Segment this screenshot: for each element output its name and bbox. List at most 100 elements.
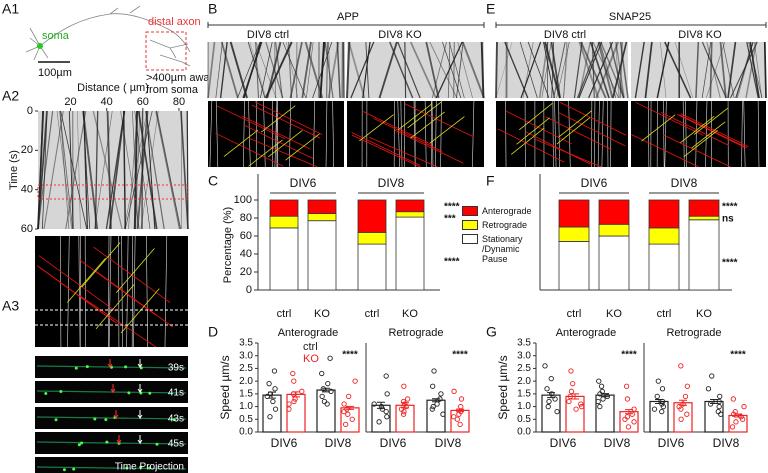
retrograde-track (691, 121, 726, 149)
kymograph-track (573, 41, 583, 99)
data-point (328, 388, 334, 394)
bar-segment (648, 227, 680, 245)
kymograph-track (133, 110, 139, 230)
kymograph-track (425, 41, 440, 99)
y-tick-label: 3.5 (239, 338, 253, 349)
kymograph-track (701, 41, 727, 99)
kymograph-track (68, 110, 74, 230)
kymograph-track (457, 41, 473, 99)
data-point (438, 391, 444, 397)
kymograph-track (59, 110, 74, 230)
stationary-track (243, 100, 245, 168)
significance: ns (722, 214, 734, 225)
stationary-track (597, 100, 600, 168)
stationary-track (741, 100, 743, 168)
data-point (568, 368, 574, 374)
stationary-track (472, 100, 475, 168)
anterograde-track (241, 115, 311, 150)
data-point (623, 383, 630, 389)
y-tick-label: 100 (234, 194, 252, 206)
significance: **** (444, 202, 460, 213)
kymograph-track (580, 41, 607, 99)
data-point (454, 416, 460, 422)
data-point (272, 386, 278, 392)
data-point (429, 406, 435, 412)
retrograde-track (683, 130, 718, 158)
data-point (730, 396, 736, 402)
significance: **** (342, 350, 358, 361)
x-tick-label: DIV6 (271, 436, 298, 450)
kymograph-track (442, 41, 462, 99)
error-bar (655, 398, 663, 405)
data-point (457, 421, 463, 428)
data-point (684, 383, 690, 389)
kymograph-track (145, 110, 165, 230)
data-point (400, 398, 407, 405)
vesicle (62, 468, 66, 472)
x-tick-label: DIV8 (325, 436, 352, 450)
legend-label: Stationary /Dynamic Pause (482, 234, 523, 264)
anterograde-track (38, 255, 116, 312)
group-label: DIV6 (290, 176, 317, 190)
data-point (383, 373, 389, 379)
data-point (371, 401, 377, 407)
stationary-track (601, 100, 604, 168)
kymograph-track (289, 41, 303, 99)
significance: **** (730, 350, 746, 361)
legend-item: Anterograde (462, 206, 562, 216)
data-point (383, 409, 389, 415)
roi-box (37, 184, 189, 200)
x-tick-label: 60 (137, 96, 149, 108)
retrograde-track (518, 103, 553, 131)
data-point (403, 403, 409, 410)
stationary-track (558, 100, 560, 168)
x-tick-label: ctrl (567, 308, 582, 320)
data-point (440, 411, 446, 417)
data-point (549, 391, 555, 397)
stationary-track (594, 100, 596, 168)
distal-axon-label: distal axon (148, 16, 201, 28)
note: from soma (146, 84, 199, 96)
stationary-track (554, 100, 557, 168)
data-point (595, 398, 601, 405)
bracket (207, 22, 485, 28)
data-point (451, 414, 457, 420)
tracing (631, 101, 766, 167)
axon-signal (36, 416, 187, 420)
kymograph-track (60, 110, 88, 230)
kymograph-track (763, 41, 767, 99)
bar-segment (269, 199, 299, 217)
y-tick-label: 60 (240, 230, 252, 242)
vesicle (127, 391, 131, 395)
stationary-track (248, 100, 251, 168)
y-tick-label: 0 (246, 284, 252, 296)
data-point (741, 403, 747, 410)
data-point (346, 393, 352, 400)
kymograph-track (155, 110, 181, 230)
data-point (379, 406, 386, 412)
error-bar (377, 401, 385, 409)
y-tick-label: 1.0 (517, 401, 531, 412)
stationary-track (209, 100, 213, 168)
bar-segment (395, 216, 425, 291)
significance: **** (722, 202, 738, 213)
data-point (676, 403, 682, 410)
kymograph-track (404, 41, 407, 99)
data-point (570, 381, 576, 387)
stationary-track (685, 100, 687, 168)
data-point (596, 378, 602, 384)
error-bar (601, 393, 609, 398)
data-point (270, 398, 276, 405)
kymograph-track (701, 41, 712, 99)
kymograph-track (709, 41, 713, 99)
kymograph-track (431, 41, 447, 99)
data-point (651, 406, 658, 412)
soma (37, 43, 43, 49)
kymograph-track (527, 41, 550, 99)
data-point (684, 411, 690, 417)
error-bar (710, 398, 718, 405)
bar-segment (307, 220, 337, 291)
bar-segment (307, 213, 337, 222)
bar-segment (598, 199, 630, 225)
data-point (325, 381, 331, 387)
